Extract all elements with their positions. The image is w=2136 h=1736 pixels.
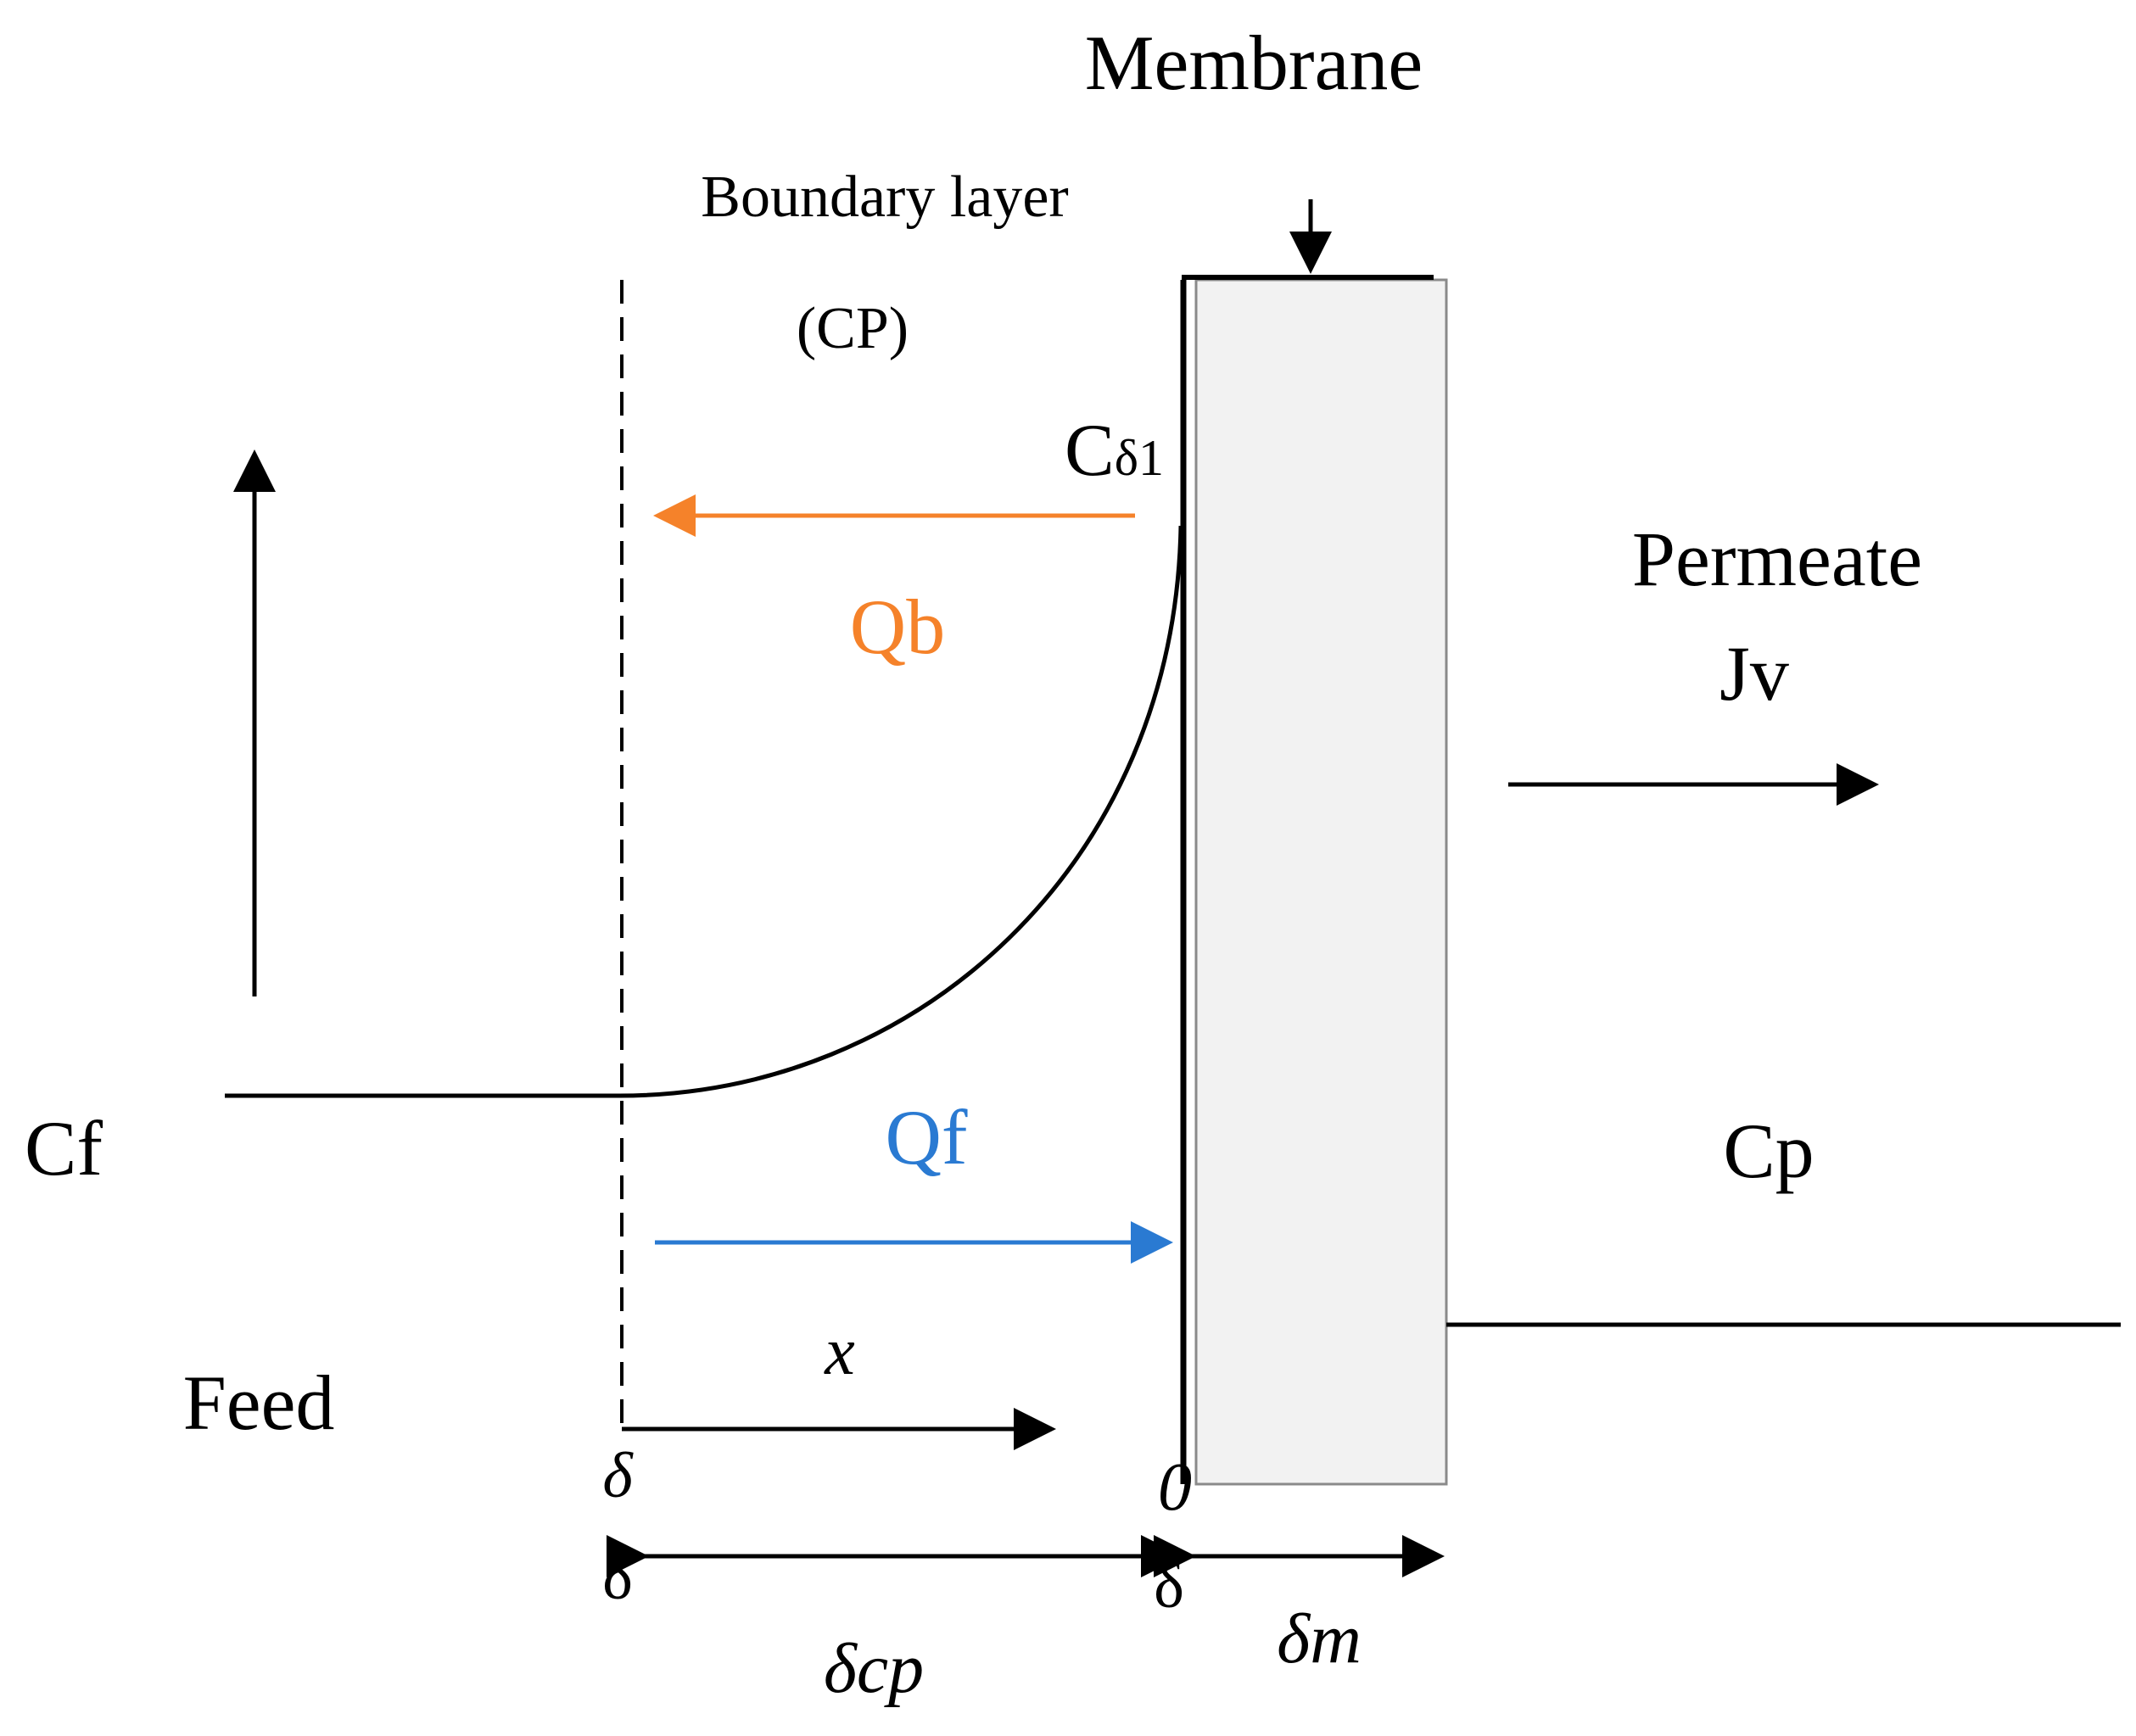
cf-label: Cf	[25, 1105, 103, 1192]
delta-m-label: δm	[1277, 1599, 1362, 1678]
membrane-label: Membrane	[1085, 20, 1423, 106]
concentration-polarization-curve	[618, 525, 1183, 1098]
boundary-layer-label: Boundary layer	[701, 165, 1068, 230]
delta-cp-label: δcp	[824, 1629, 924, 1708]
x-label: x	[824, 1315, 855, 1389]
membrane-body	[1194, 278, 1448, 1486]
qf-label: Qf	[885, 1094, 967, 1181]
qb-label: Qb	[850, 583, 945, 670]
delta-mid-label: δ	[1154, 1550, 1184, 1622]
c-delta1-label: Cδ1	[1065, 410, 1164, 492]
feed-label: Feed	[183, 1359, 335, 1446]
zero-position-label: 0	[1158, 1450, 1192, 1525]
permeate-label: Permeate	[1632, 516, 1922, 602]
delta-position-label: δ	[602, 1440, 634, 1511]
jv-label: Jv	[1719, 630, 1789, 717]
c-delta1-main: C	[1065, 410, 1115, 492]
cp-label: Cp	[1723, 1108, 1814, 1194]
delta-left-label: δ	[602, 1542, 633, 1613]
c-delta1-subscript: δ1	[1115, 430, 1164, 486]
cp-paren-label: (CP)	[797, 296, 909, 361]
